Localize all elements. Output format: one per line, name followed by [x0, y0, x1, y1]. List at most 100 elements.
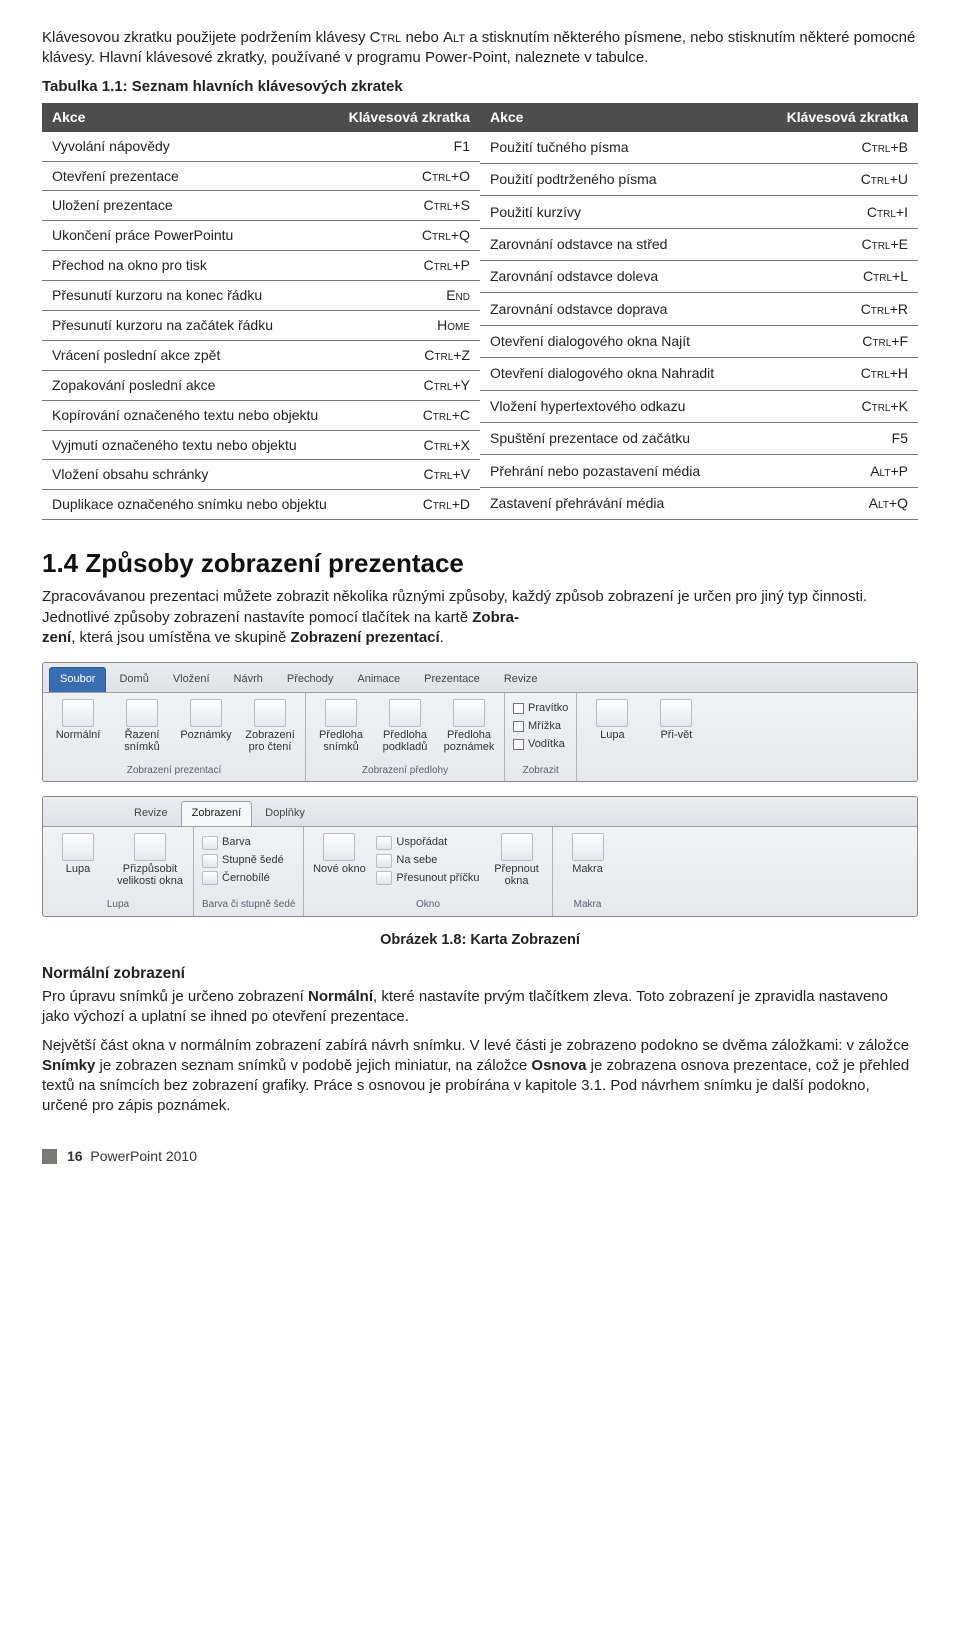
cell-shortcut: Ctrl+I — [757, 196, 918, 228]
chk-barva[interactable]: Barva — [202, 835, 284, 850]
chk-pricka[interactable]: Přesunout příčku — [376, 871, 479, 886]
cell-action: Vyjmutí označeného textu nebo objektu — [42, 430, 338, 460]
btn-poznamky[interactable]: Poznámky — [179, 699, 233, 741]
btn-predloha-podkladu[interactable]: Předloha podkladů — [378, 699, 432, 753]
new-window-icon — [323, 833, 355, 861]
cell-shortcut: Ctrl+X — [338, 430, 480, 460]
cell-action: Vyvolání nápovědy — [42, 132, 338, 161]
macros-icon — [572, 833, 604, 861]
arrange-icon — [376, 836, 392, 850]
btn-normalni[interactable]: Normální — [51, 699, 105, 741]
ribbon-tabs: Revize Zobrazení Doplňky — [43, 797, 917, 827]
cell-action: Přechod na okno pro tisk — [42, 251, 338, 281]
figure-caption: Obrázek 1.8: Karta Zobrazení — [42, 931, 918, 951]
cell-action: Otevření prezentace — [42, 161, 338, 191]
cell-shortcut: Ctrl+S — [338, 191, 480, 221]
chk-usporadat[interactable]: Uspořádat — [376, 835, 479, 850]
cell-action: Otevření dialogového okna Najít — [480, 325, 757, 357]
btn-predloha-poznamek[interactable]: Předloha poznámek — [442, 699, 496, 753]
key-ctrl: Ctrl — [370, 29, 402, 46]
table-row: Otevření dialogového okna NajítCtrl+F — [480, 325, 918, 357]
th-action: Akce — [42, 103, 338, 132]
cell-action: Přesunutí kurzoru na konec řádku — [42, 281, 338, 311]
table-row: Vrácení poslední akce zpětCtrl+Z — [42, 340, 480, 370]
cell-action: Zarovnání odstavce doleva — [480, 261, 757, 293]
table-caption: Tabulka 1.1: Seznam hlavních klávesových… — [42, 77, 918, 97]
table-row: Vložení hypertextového odkazuCtrl+K — [480, 390, 918, 422]
table-row: Přesunutí kurzoru na začátek řádkuHome — [42, 310, 480, 340]
split-icon — [376, 871, 392, 885]
tab-navrh[interactable]: Návrh — [223, 667, 274, 692]
chk-pravitko[interactable]: Pravítko — [513, 701, 568, 716]
ribbon-groups: Normální Řazení snímků Poznámky Zobrazen… — [43, 693, 917, 782]
tab-animace[interactable]: Animace — [346, 667, 411, 692]
cell-shortcut: F5 — [757, 422, 918, 454]
btn-lupa[interactable]: Lupa — [585, 699, 639, 741]
cell-shortcut: Ctrl+L — [757, 261, 918, 293]
table-row: Vyvolání nápovědyF1 — [42, 132, 480, 161]
tab-prechody[interactable]: Přechody — [276, 667, 344, 692]
ribbon-tabs: Soubor Domů Vložení Návrh Přechody Anima… — [43, 663, 917, 693]
btn-prizpusobit[interactable]: Přizpůsobit velikosti okna — [115, 833, 185, 887]
cell-shortcut: Ctrl+Z — [338, 340, 480, 370]
table-row: Přesunutí kurzoru na konec řádkuEnd — [42, 281, 480, 311]
cell-shortcut: Ctrl+B — [757, 132, 918, 164]
cell-shortcut: Ctrl+C — [338, 400, 480, 430]
group-title: Makra — [561, 895, 615, 914]
group-title: Zobrazení prezentací — [51, 761, 297, 780]
cell-shortcut: Alt+Q — [757, 487, 918, 520]
cascade-icon — [376, 854, 392, 868]
group-title: Barva či stupně šedé — [202, 895, 295, 914]
chk-sede[interactable]: Stupně šedé — [202, 853, 284, 868]
group-zobrazit: Pravítko Mřížka Vodítka Zobrazit — [505, 693, 577, 782]
btn-lupa[interactable]: Lupa — [51, 833, 105, 875]
group-predlohy: Předloha snímků Předloha podkladů Předlo… — [306, 693, 505, 782]
tab-doplnky[interactable]: Doplňky — [254, 801, 316, 826]
cell-shortcut: Ctrl+R — [757, 293, 918, 325]
btn-cteni[interactable]: Zobrazení pro čtení — [243, 699, 297, 753]
tab-prezentace[interactable]: Prezentace — [413, 667, 491, 692]
table-row: Přehrání nebo pozastavení médiaAlt+P — [480, 455, 918, 487]
btn-prepnout[interactable]: Přepnout okna — [490, 833, 544, 887]
cell-shortcut: Home — [338, 310, 480, 340]
cell-shortcut: Ctrl+E — [757, 228, 918, 260]
tab-revize[interactable]: Revize — [493, 667, 549, 692]
table-row: Kopírování označeného textu nebo objektu… — [42, 400, 480, 430]
tab-soubor[interactable]: Soubor — [49, 667, 106, 692]
bold-osnova: Osnova — [531, 1057, 586, 1074]
fit-window-icon — [134, 833, 166, 861]
group-okno: Nové okno Uspořádat Na sebe Přesunout př… — [304, 827, 552, 916]
master-slide-icon — [325, 699, 357, 727]
chk-nasebe[interactable]: Na sebe — [376, 853, 479, 868]
btn-predloha-snimku[interactable]: Předloha snímků — [314, 699, 368, 753]
chk-cernobile[interactable]: Černobílé — [202, 871, 284, 886]
checkbox-icon — [513, 721, 524, 732]
cell-action: Uložení prezentace — [42, 191, 338, 221]
cell-action: Vložení hypertextového odkazu — [480, 390, 757, 422]
grayscale-icon — [202, 854, 218, 868]
table-row: Zarovnání odstavce na středCtrl+E — [480, 228, 918, 260]
subsection-p1: Pro úpravu snímků je určeno zobrazení No… — [42, 987, 918, 1028]
color-icon — [202, 836, 218, 850]
th-shortcut: Klávesová zkratka — [338, 103, 480, 132]
chk-voditka[interactable]: Vodítka — [513, 737, 568, 752]
cell-action: Použití podtrženého písma — [480, 163, 757, 195]
section-heading: 1.4 Způsoby zobrazení prezentace — [42, 546, 918, 581]
tab-domu[interactable]: Domů — [108, 667, 159, 692]
table-row: Zarovnání odstavce dolevaCtrl+L — [480, 261, 918, 293]
tab-vlozeni[interactable]: Vložení — [162, 667, 221, 692]
tab-zobrazeni[interactable]: Zobrazení — [181, 801, 253, 826]
bold-normalni: Normální — [308, 988, 373, 1005]
group-title: Zobrazení předlohy — [314, 761, 496, 780]
btn-nove-okno[interactable]: Nové okno — [312, 833, 366, 875]
cell-shortcut: Ctrl+H — [757, 358, 918, 390]
tab-revize[interactable]: Revize — [123, 801, 179, 826]
chk-mrizka[interactable]: Mřížka — [513, 719, 568, 734]
btn-makra[interactable]: Makra — [561, 833, 615, 875]
btn-razeni[interactable]: Řazení snímků — [115, 699, 169, 753]
table-row: Duplikace označeného snímku nebo objektu… — [42, 490, 480, 520]
btn-fit[interactable]: Při-vět — [649, 699, 703, 741]
table-row: Uložení prezentaceCtrl+S — [42, 191, 480, 221]
bold-zobrazeni: Zobra-zení — [42, 609, 519, 646]
cell-action: Kopírování označeného textu nebo objektu — [42, 400, 338, 430]
